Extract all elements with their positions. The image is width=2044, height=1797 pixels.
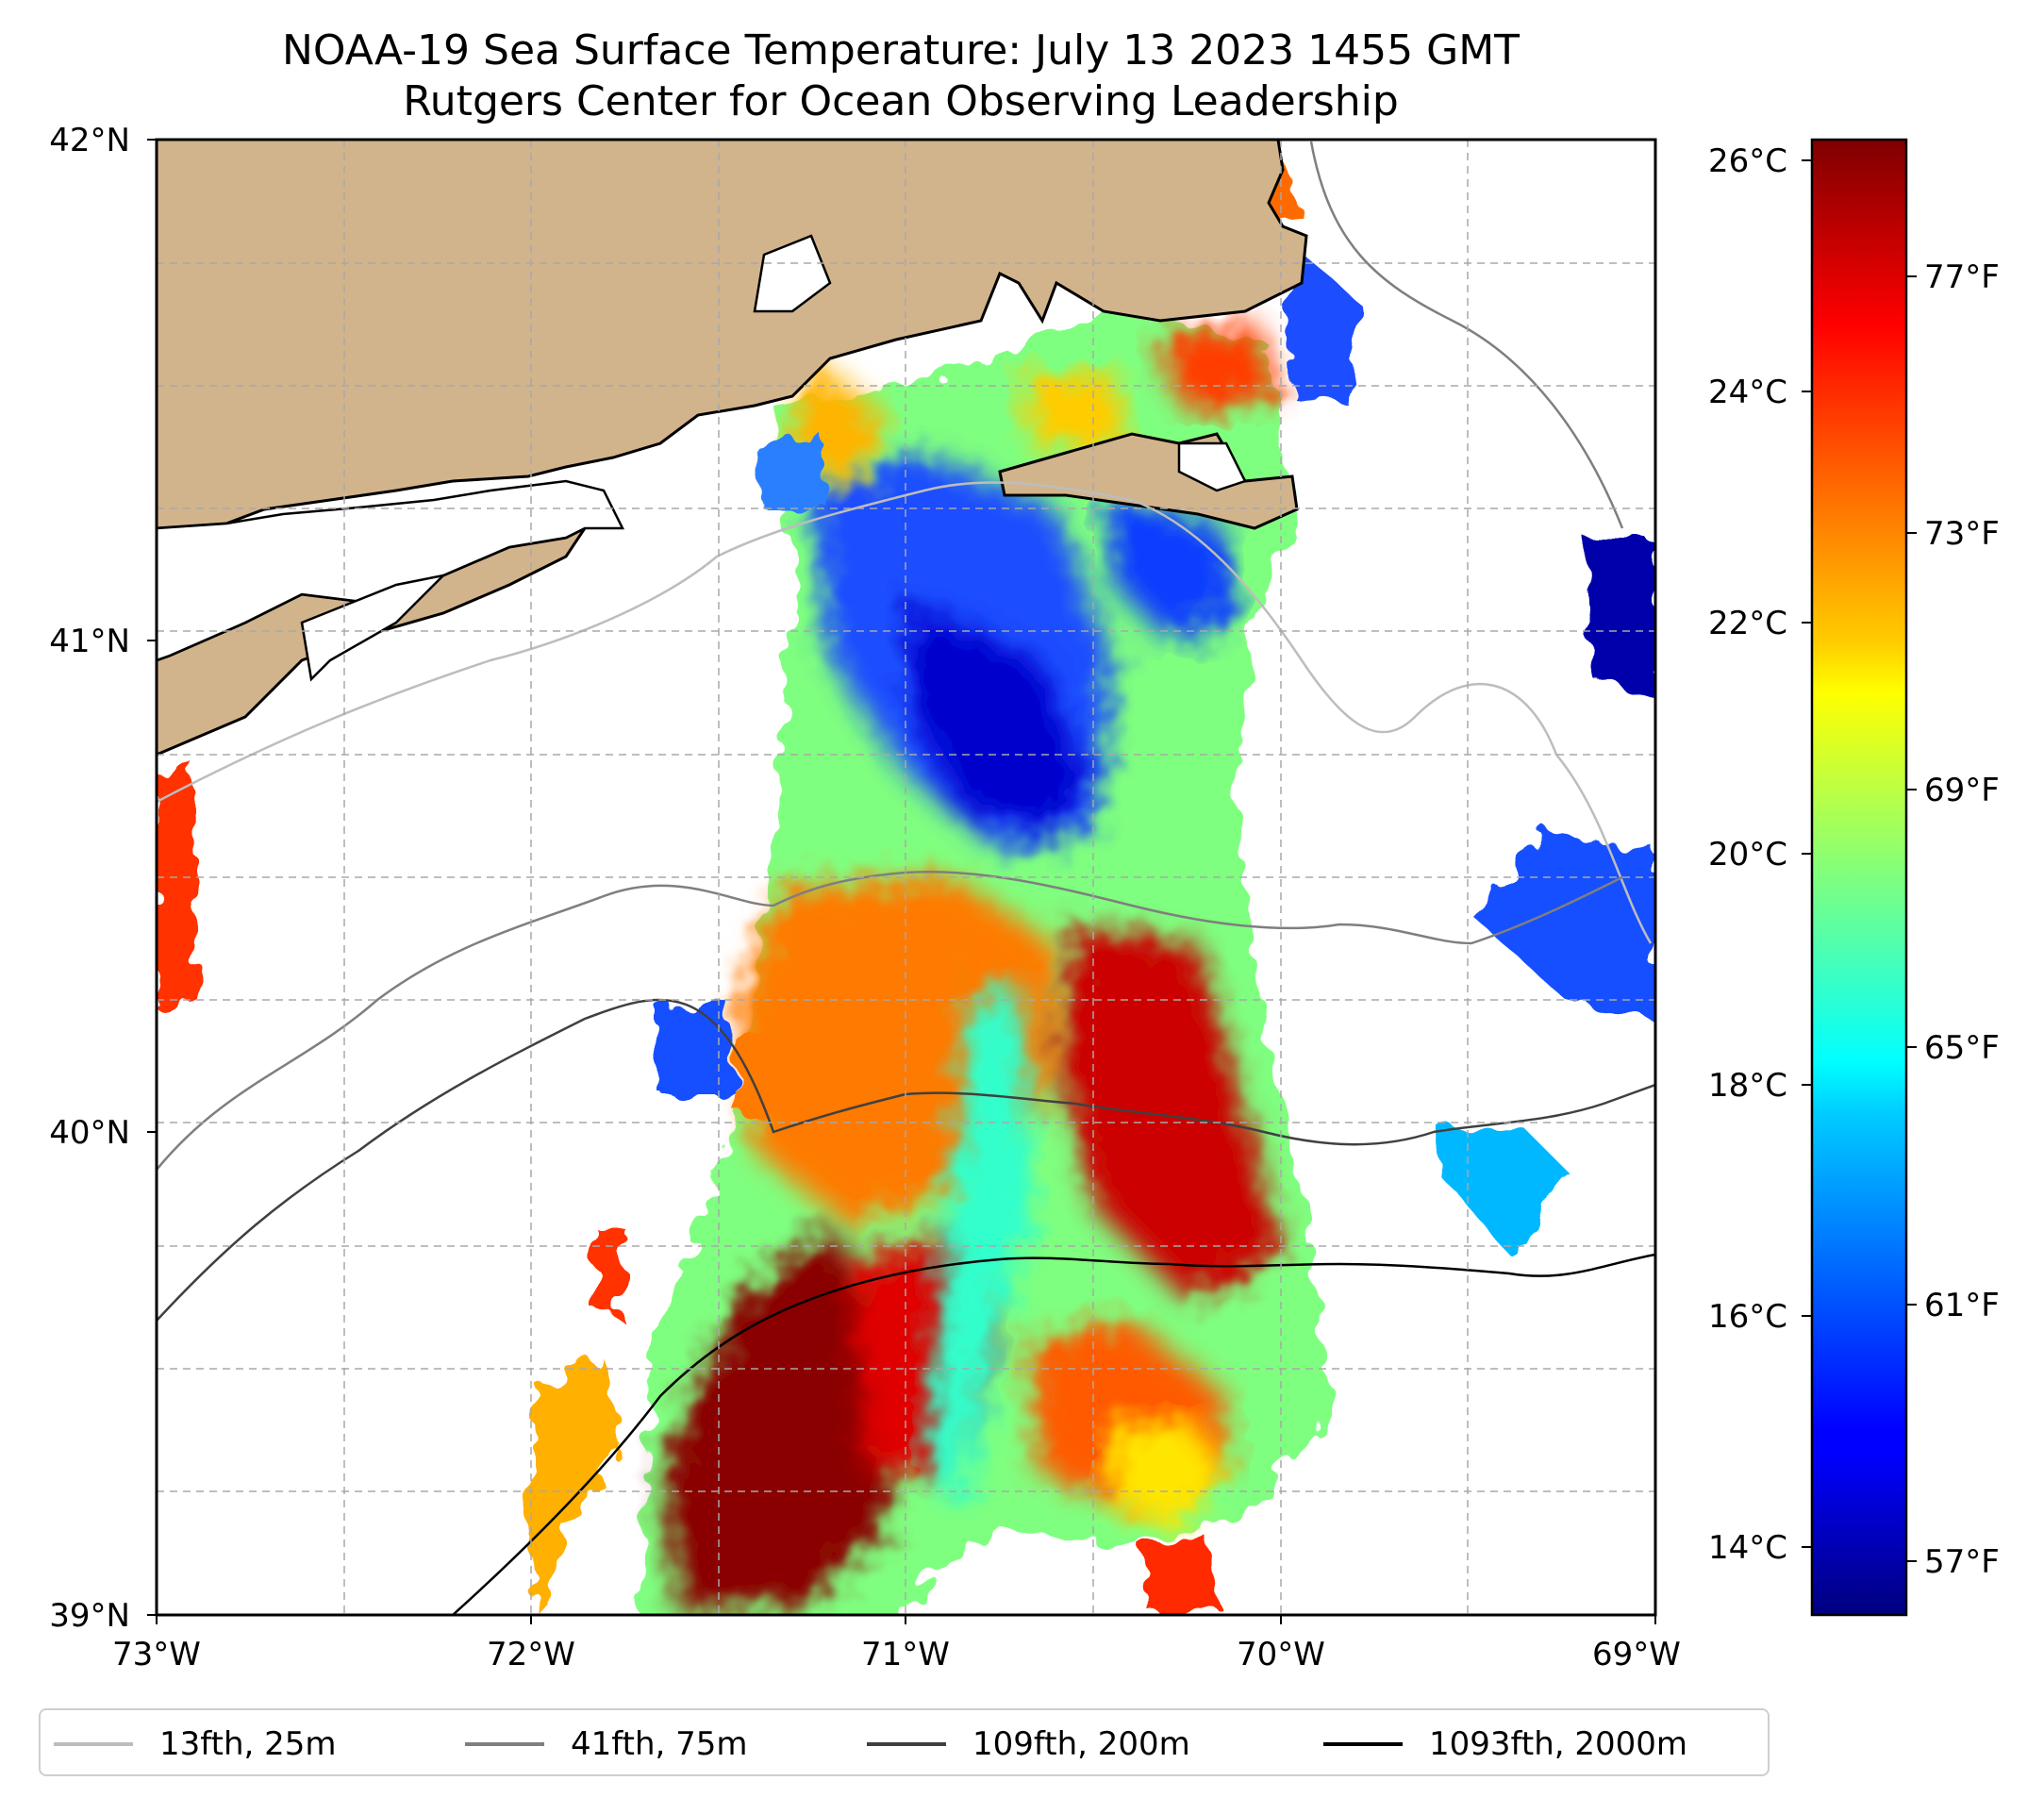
colorbar-gradient (1810, 138, 1908, 1617)
sst-swath (641, 311, 1330, 1615)
legend-item-200m: 109fth, 200m (867, 1710, 1190, 1778)
axis-ticks (147, 139, 1656, 1624)
gridlines (157, 140, 1655, 1615)
fahrenheit-tick-57: 57°F (1924, 1543, 2000, 1581)
legend-line-2000m (1323, 1742, 1403, 1746)
map-title: NOAA-19 Sea Surface Temperature: July 13… (281, 26, 1521, 75)
celsius-tick-18: 18°C (1708, 1067, 1787, 1105)
map-subtitle: Rutgers Center for Ocean Observing Leade… (403, 77, 1399, 125)
colorbar: 26°C 24°C 22°C 20°C 18°C 16°C 14°C 77°F … (1708, 138, 2000, 1617)
lon-label-70: 70°W (1237, 1636, 1325, 1673)
legend-label-75m: 41fth, 75m (571, 1725, 748, 1763)
lat-tick-labels: 42°N 41°N 40°N 39°N (49, 122, 130, 1635)
lat-label-39: 39°N (49, 1597, 130, 1635)
contour-legend: 13fth, 25m 41fth, 75m 109fth, 200m 1093f… (39, 1708, 1770, 1776)
contour-25m (157, 481, 1653, 944)
fahrenheit-tick-69: 69°F (1924, 772, 2000, 809)
legend-item-2000m: 1093fth, 2000m (1323, 1710, 1687, 1778)
legend-label-2000m: 1093fth, 2000m (1429, 1725, 1688, 1763)
contour-200m (157, 998, 1655, 1322)
legend-line-75m (465, 1742, 544, 1746)
celsius-tick-22: 22°C (1708, 605, 1787, 642)
celsius-tick-14: 14°C (1708, 1529, 1787, 1567)
legend-label-200m: 109fth, 200m (972, 1725, 1190, 1763)
contour-75m (157, 141, 1624, 1171)
fahrenheit-tick-65: 65°F (1924, 1029, 2000, 1067)
legend-item-25m: 13fth, 25m (54, 1710, 337, 1778)
bathymetry-contours (157, 141, 1655, 1615)
fahrenheit-tick-61: 61°F (1924, 1287, 2000, 1324)
fahrenheit-tick-77: 77°F (1924, 258, 2000, 296)
legend-line-25m (54, 1742, 133, 1746)
lat-label-40: 40°N (49, 1114, 130, 1152)
fahrenheit-tick-73: 73°F (1924, 515, 2000, 553)
celsius-tick-24: 24°C (1708, 374, 1787, 411)
celsius-tick-20: 20°C (1708, 836, 1787, 874)
map-plot-area (157, 140, 1655, 1615)
bays (157, 234, 1247, 682)
lon-label-71: 71°W (861, 1636, 950, 1673)
land (157, 140, 1308, 757)
legend-label-25m: 13fth, 25m (159, 1725, 337, 1763)
lon-label-72: 72°W (487, 1636, 575, 1673)
legend-line-200m (867, 1742, 946, 1746)
celsius-tick-16: 16°C (1708, 1298, 1787, 1336)
lat-label-41: 41°N (49, 623, 130, 660)
lon-tick-labels: 73°W 72°W 71°W 70°W 69°W (112, 1636, 1681, 1673)
lat-label-42: 42°N (49, 122, 130, 159)
contour-2000m (452, 1253, 1655, 1615)
celsius-tick-26: 26°C (1708, 142, 1787, 180)
legend-item-75m: 41fth, 75m (465, 1710, 748, 1778)
lon-label-73: 73°W (112, 1636, 201, 1673)
lon-label-69: 69°W (1592, 1636, 1681, 1673)
